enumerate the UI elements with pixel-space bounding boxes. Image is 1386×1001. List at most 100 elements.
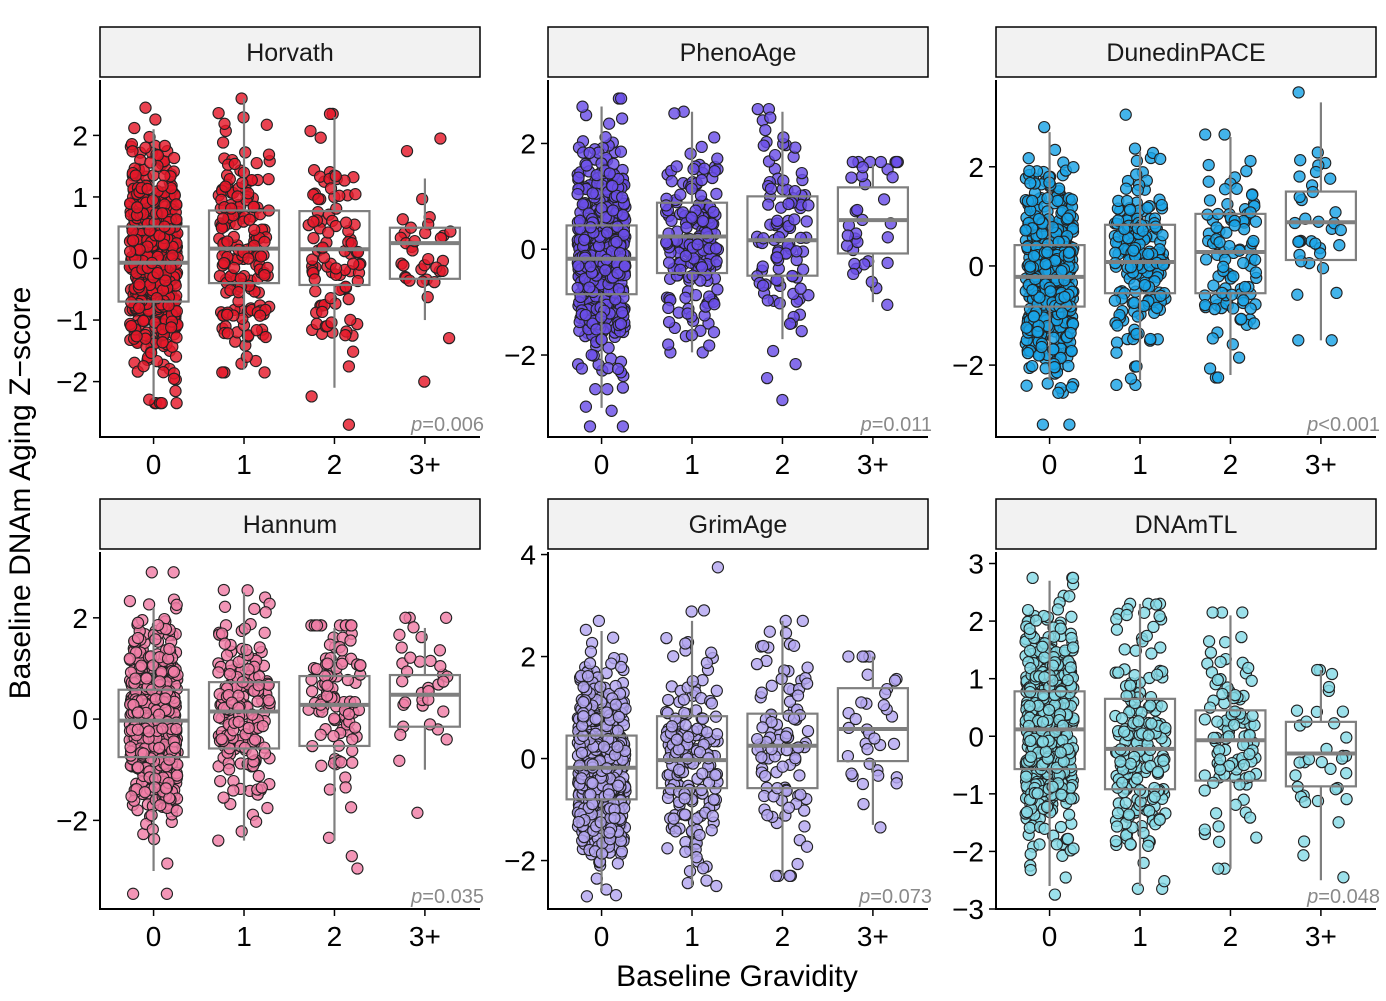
point-cloud (1019, 571, 1353, 901)
data-point (682, 730, 695, 744)
p-value-annotation: p=0.073 (858, 886, 932, 908)
data-point (305, 390, 318, 403)
data-point (584, 645, 598, 658)
data-point (131, 616, 145, 629)
data-point (1035, 340, 1048, 354)
data-point (1044, 285, 1057, 298)
data-point (1062, 808, 1076, 821)
data-point (711, 152, 724, 165)
data-point (1110, 378, 1123, 392)
data-point (1292, 334, 1305, 347)
x-tick-label: 3+ (409, 449, 441, 480)
data-point (576, 100, 589, 113)
data-point (788, 213, 801, 226)
data-point (137, 360, 150, 373)
x-tick-label: 1 (684, 921, 700, 952)
x-tick-label: 2 (1223, 449, 1239, 480)
data-point (212, 834, 225, 847)
data-point (711, 283, 724, 296)
data-point (679, 637, 692, 650)
data-point (579, 400, 593, 413)
data-point (1244, 302, 1257, 315)
data-point (1118, 643, 1131, 656)
data-point (575, 362, 589, 375)
data-point (1154, 152, 1167, 166)
data-point (611, 779, 625, 792)
data-point (243, 213, 256, 226)
data-point (133, 278, 146, 291)
data-point (166, 249, 179, 262)
data-point (662, 693, 675, 707)
data-point (1063, 590, 1076, 603)
data-point (693, 828, 706, 842)
data-point (802, 199, 815, 212)
data-point (1051, 194, 1064, 208)
data-point (1128, 142, 1142, 155)
data-point (149, 113, 162, 126)
point-cloud (571, 92, 904, 433)
data-point (1293, 248, 1306, 262)
data-point (1334, 223, 1347, 237)
data-point (140, 672, 153, 685)
data-point (879, 687, 892, 700)
data-point (695, 261, 709, 274)
data-point (314, 131, 327, 144)
data-point (589, 727, 602, 740)
data-point (707, 793, 720, 806)
data-point (160, 887, 174, 900)
data-point (795, 324, 808, 338)
data-point (667, 812, 680, 825)
data-point (1149, 220, 1162, 233)
data-point (696, 712, 710, 725)
data-point (1042, 703, 1056, 717)
data-point (339, 280, 352, 293)
x-tick-label: 3+ (857, 449, 889, 480)
data-point (169, 384, 182, 398)
data-point (685, 605, 698, 618)
data-point (855, 696, 868, 709)
x-tick-label: 2 (775, 449, 791, 480)
data-point (616, 420, 630, 433)
data-point (251, 695, 264, 708)
point-cloud (571, 561, 903, 903)
data-point (787, 639, 801, 652)
y-tick-label: −2 (56, 367, 88, 398)
data-point (154, 799, 167, 812)
data-point (131, 201, 144, 214)
data-point (407, 621, 420, 634)
data-point (667, 650, 680, 663)
data-point (339, 216, 353, 229)
data-point (232, 286, 245, 299)
data-point (1067, 161, 1080, 174)
data-point (849, 712, 862, 726)
data-point (1316, 262, 1330, 275)
data-point (1031, 325, 1044, 339)
data-point (706, 809, 719, 823)
data-point (660, 631, 673, 645)
data-point (887, 737, 901, 751)
data-point (253, 641, 266, 654)
data-point (151, 266, 164, 280)
data-point (1333, 239, 1346, 252)
data-point (335, 657, 349, 670)
data-point (1019, 770, 1033, 783)
data-point (418, 375, 431, 388)
data-point (330, 202, 343, 215)
data-point (433, 644, 447, 657)
data-point (423, 718, 437, 731)
data-point (841, 229, 854, 242)
data-point (156, 207, 169, 220)
data-point (756, 721, 769, 734)
data-point (223, 668, 237, 681)
facet-title: Horvath (246, 39, 334, 67)
data-point (167, 151, 181, 165)
data-point (606, 204, 620, 217)
data-point (346, 756, 359, 769)
data-point (1199, 128, 1212, 141)
data-point (1065, 344, 1078, 358)
data-point (347, 257, 360, 270)
data-point (776, 393, 789, 407)
data-point (856, 161, 869, 174)
